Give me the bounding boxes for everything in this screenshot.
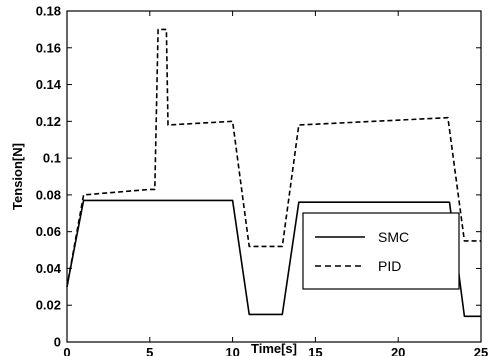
y-tick-label: 0.06 [36,224,61,239]
series-line-pid [66,28,481,287]
x-axis-title: Time[s] [251,341,297,356]
y-axis-title: Tension[N] [10,143,25,210]
legend-label-pid: PID [378,258,401,274]
legend-box [302,212,460,290]
y-tick-label: 0 [54,335,61,350]
axis-ticks: 0 5 10 15 20 25 0 0.02 0.04 0.06 0.08 0.1 0.12 0.14 0.… [36,4,489,356]
y-tick-label: 0.12 [36,114,61,129]
y-tick-label: 0.04 [36,261,62,276]
y-tick-label: 0.08 [36,187,61,202]
x-tick-label: 25 [474,345,488,356]
legend: SMC PID [302,212,460,290]
y-tick-label: 0.1 [43,151,61,166]
legend-label-smc: SMC [378,229,409,245]
x-tick-label: 5 [146,345,153,356]
x-tick-label: 20 [391,345,405,356]
y-tick-label: 0.16 [36,40,61,55]
plot-frame [66,10,482,343]
x-tick-label: 10 [225,345,239,356]
y-tick-label: 0.02 [36,298,61,313]
x-tick-label: 15 [308,345,322,356]
y-tick-label: 0.14 [36,77,62,92]
y-tick-label: 0.18 [36,4,61,19]
x-tick-label: 0 [63,345,70,356]
